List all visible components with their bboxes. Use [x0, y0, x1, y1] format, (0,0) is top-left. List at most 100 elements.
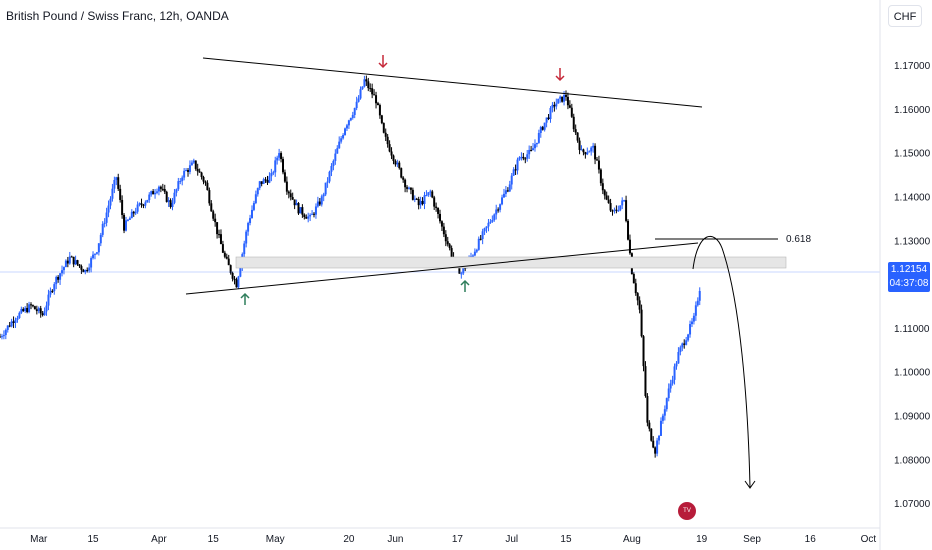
candle-body — [448, 244, 451, 249]
down-arrow-icon — [555, 75, 565, 82]
y-tick-label: 1.11000 — [894, 324, 930, 335]
candle-body — [229, 265, 232, 273]
candle-body — [347, 120, 350, 126]
candle-body — [512, 169, 515, 176]
candle-body — [404, 179, 407, 188]
candle-body — [185, 170, 188, 172]
candle-body — [249, 218, 252, 224]
candle-body — [6, 325, 9, 330]
x-tick-label: Aug — [623, 534, 641, 545]
x-tick-label: Sep — [743, 534, 761, 545]
candle-body — [101, 223, 104, 235]
candle-body — [245, 231, 248, 244]
candle-body — [130, 211, 133, 219]
candle-body — [382, 123, 385, 133]
candle-body — [386, 136, 389, 145]
candle-body — [74, 260, 77, 265]
candle-body — [293, 199, 296, 206]
candle-body — [16, 318, 19, 320]
candle-body — [363, 79, 366, 87]
candles — [0, 75, 701, 458]
candle-body — [128, 218, 131, 220]
candle-body — [171, 202, 174, 207]
candle-body — [322, 194, 325, 197]
candle-body — [475, 249, 478, 252]
candle-body — [563, 95, 566, 102]
candle-body — [609, 203, 612, 211]
candle-body — [202, 177, 205, 182]
x-tick-label: Oct — [861, 534, 877, 545]
candle-body — [555, 103, 558, 107]
candle-body — [361, 86, 364, 90]
candle-body — [696, 300, 699, 306]
candle-body — [221, 244, 224, 253]
candle-body — [183, 170, 186, 178]
candle-body — [24, 307, 27, 312]
candle-body — [204, 181, 207, 183]
candle-body — [671, 379, 674, 384]
candle-body — [43, 311, 46, 316]
y-tick-label: 1.14000 — [894, 192, 931, 203]
candle-body — [396, 162, 399, 165]
candle-body — [156, 191, 159, 193]
candle-body — [375, 95, 378, 104]
candle-body — [57, 276, 60, 280]
y-tick-label: 1.08000 — [894, 455, 931, 466]
candle-body — [539, 127, 542, 134]
candle-body — [421, 200, 424, 205]
candle-body — [439, 213, 441, 222]
candle-body — [646, 396, 649, 423]
candle-body — [41, 313, 44, 316]
candle-body — [148, 194, 151, 200]
candle-body — [642, 336, 645, 367]
candle-body — [181, 177, 184, 181]
candle-body — [8, 325, 11, 327]
candle-body — [564, 95, 567, 97]
candle-body — [258, 181, 261, 189]
candle-body — [30, 304, 33, 306]
candle-body — [388, 144, 391, 152]
candle-body — [144, 202, 147, 206]
candle-body — [373, 94, 376, 96]
candle-body — [328, 171, 331, 182]
candle-body — [14, 319, 17, 323]
candle-body — [188, 165, 191, 172]
candle-body — [541, 127, 544, 130]
candle-body — [644, 366, 647, 397]
candle-body — [256, 188, 259, 195]
candle-body — [219, 234, 222, 245]
chart-title: British Pound / Swiss Franc, 12h, OANDA — [6, 9, 229, 23]
candle-body — [167, 200, 170, 202]
candle-body — [260, 181, 263, 184]
candle-body — [39, 308, 42, 314]
candle-body — [409, 187, 412, 190]
candle-body — [134, 211, 137, 214]
candle-body — [210, 203, 213, 212]
candle-body — [349, 117, 352, 121]
candle-body — [285, 181, 288, 192]
candle-body — [584, 152, 587, 155]
candle-body — [278, 153, 281, 158]
candle-body — [661, 415, 664, 421]
candle-body — [78, 264, 81, 267]
candle-body — [35, 309, 38, 312]
candle-body — [520, 156, 523, 158]
currency-button[interactable]: CHF — [888, 5, 922, 27]
candle-body — [233, 278, 236, 280]
candle-body — [76, 260, 79, 265]
candle-body — [659, 420, 662, 436]
candle-body — [157, 186, 160, 192]
candle-body — [528, 149, 531, 155]
candle-body — [26, 307, 29, 313]
candle-body — [338, 141, 341, 149]
x-tick-label: 19 — [696, 534, 708, 545]
candle-body — [656, 440, 659, 454]
candle-body — [121, 199, 124, 215]
candle-body — [592, 145, 595, 148]
candle-body — [2, 335, 5, 337]
last-price-badge: 1.12154 04:37:08 — [888, 262, 930, 292]
candle-body — [0, 336, 3, 338]
candle-body — [683, 343, 686, 345]
candle-body — [514, 169, 517, 171]
